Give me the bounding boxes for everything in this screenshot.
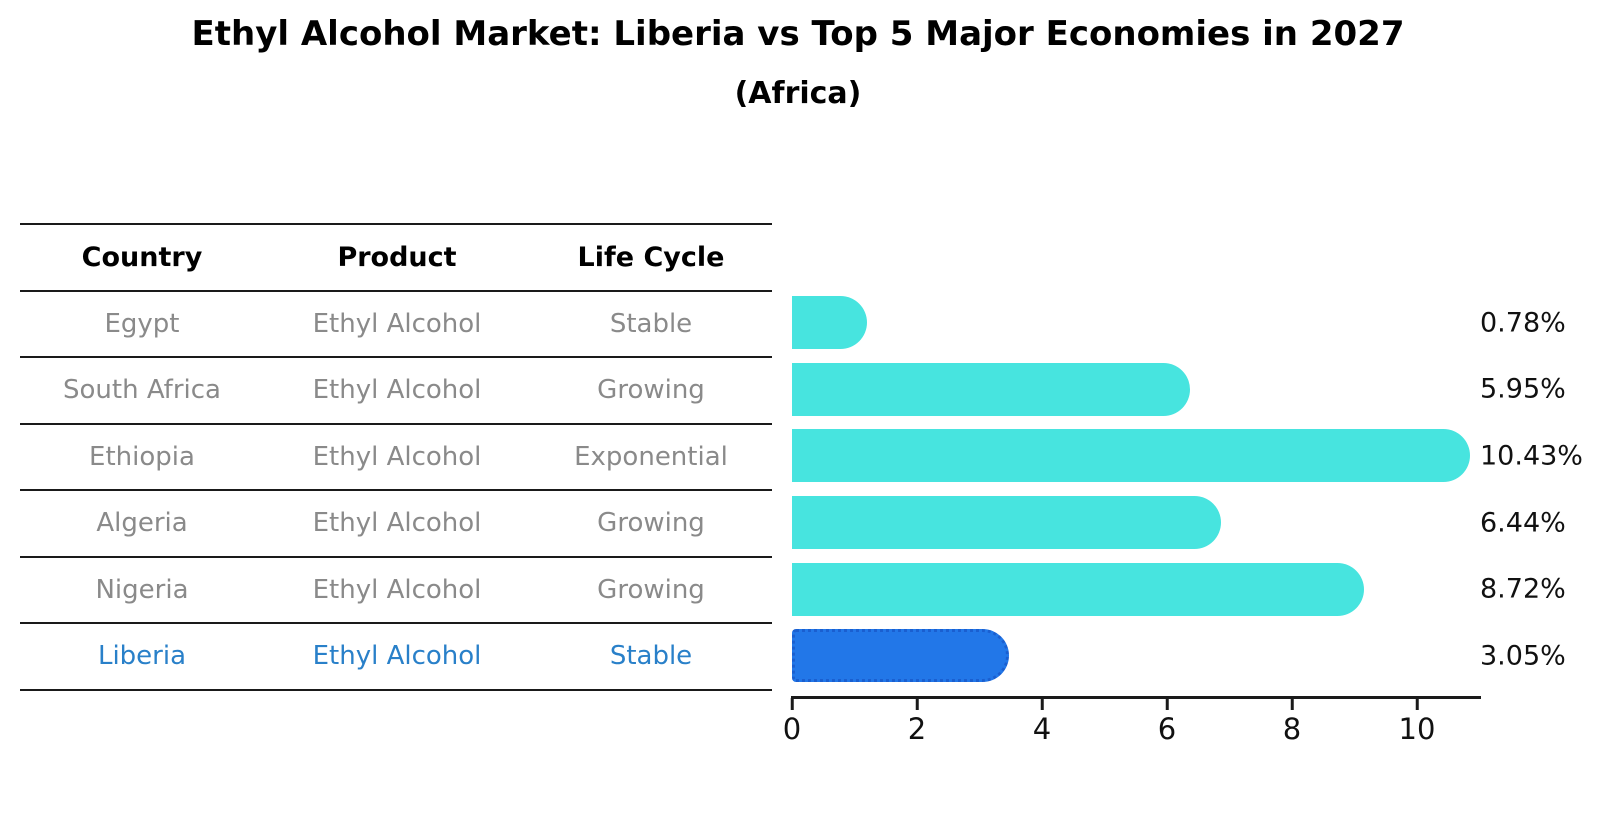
table-cell-country: Liberia xyxy=(97,641,187,672)
bar-value-label-egypt: 0.78% xyxy=(1480,307,1566,339)
table-cell-product: Ethyl Alcohol xyxy=(312,508,482,539)
bar-value-label-ethiopia: 10.43% xyxy=(1480,440,1583,472)
x-axis-tick-label: 10 xyxy=(1398,712,1436,746)
table-header-country: Country xyxy=(81,241,203,273)
table-row-liberia: Liberia Ethyl Alcohol Stable xyxy=(20,624,772,691)
bar-egypt xyxy=(792,296,868,350)
table-row-south-africa: South Africa Ethyl Alcohol Growing xyxy=(20,358,772,425)
bar-liberia xyxy=(792,629,1010,683)
bar-south-africa xyxy=(792,362,1191,416)
x-axis-tick-label: 6 xyxy=(1157,712,1177,746)
x-axis-tick xyxy=(1290,698,1294,710)
x-axis-tick xyxy=(915,698,919,710)
table-row-nigeria: Nigeria Ethyl Alcohol Growing xyxy=(20,558,772,624)
x-axis-tick xyxy=(1415,698,1419,710)
bar-nigeria xyxy=(792,562,1364,616)
table-cell-country: Nigeria xyxy=(95,574,189,605)
table-cell-product: Ethyl Alcohol xyxy=(312,375,482,406)
table-row-ethiopia: Ethiopia Ethyl Alcohol Exponential xyxy=(20,425,772,491)
x-axis-tick xyxy=(790,698,794,710)
table-cell-product: Ethyl Alcohol xyxy=(312,308,482,339)
table-row-egypt: Egypt Ethyl Alcohol Stable xyxy=(20,292,772,358)
bar-algeria xyxy=(792,496,1221,550)
table-row-algeria: Algeria Ethyl Alcohol Growing xyxy=(20,491,772,558)
x-axis-line xyxy=(791,696,1481,699)
x-axis-tick-label: 4 xyxy=(1032,712,1052,746)
bar-value-label-south-africa: 5.95% xyxy=(1480,373,1566,405)
bar-ethiopia xyxy=(792,429,1471,483)
bar-value-label-nigeria: 8.72% xyxy=(1480,573,1566,605)
table-cell-product: Ethyl Alcohol xyxy=(312,641,482,672)
table-cell-product: Ethyl Alcohol xyxy=(312,441,482,472)
chart-title: Ethyl Alcohol Market: Liberia vs Top 5 M… xyxy=(191,14,1405,54)
x-axis-tick-label: 2 xyxy=(907,712,927,746)
table-cell-country: Ethiopia xyxy=(89,441,195,472)
comparison-table: Country Product Life Cycle Egypt Ethyl Al… xyxy=(20,223,772,691)
table-cell-life-cycle: Growing xyxy=(597,375,705,406)
table-cell-life-cycle: Growing xyxy=(597,508,705,539)
table-cell-product: Ethyl Alcohol xyxy=(312,574,482,605)
bar-value-label-liberia: 3.05% xyxy=(1480,640,1566,672)
table-cell-life-cycle: Stable xyxy=(609,641,693,672)
table-cell-life-cycle: Growing xyxy=(597,574,705,605)
chart-subtitle: (Africa) xyxy=(734,76,862,111)
table-header-row: Country Product Life Cycle xyxy=(20,225,772,292)
x-axis-tick-label: 0 xyxy=(782,712,802,746)
table-header-product: Product xyxy=(337,241,457,273)
table-cell-country: Algeria xyxy=(96,508,188,539)
table-cell-country: Egypt xyxy=(104,308,180,339)
x-axis-tick xyxy=(1040,698,1044,710)
bar-value-label-algeria: 6.44% xyxy=(1480,507,1566,539)
table-header-life-cycle: Life Cycle xyxy=(577,241,725,273)
table-cell-life-cycle: Exponential xyxy=(574,441,728,472)
x-axis-tick-label: 8 xyxy=(1282,712,1302,746)
x-axis-tick xyxy=(1165,698,1169,710)
table-cell-life-cycle: Stable xyxy=(609,308,693,339)
table-cell-country: South Africa xyxy=(63,375,221,406)
